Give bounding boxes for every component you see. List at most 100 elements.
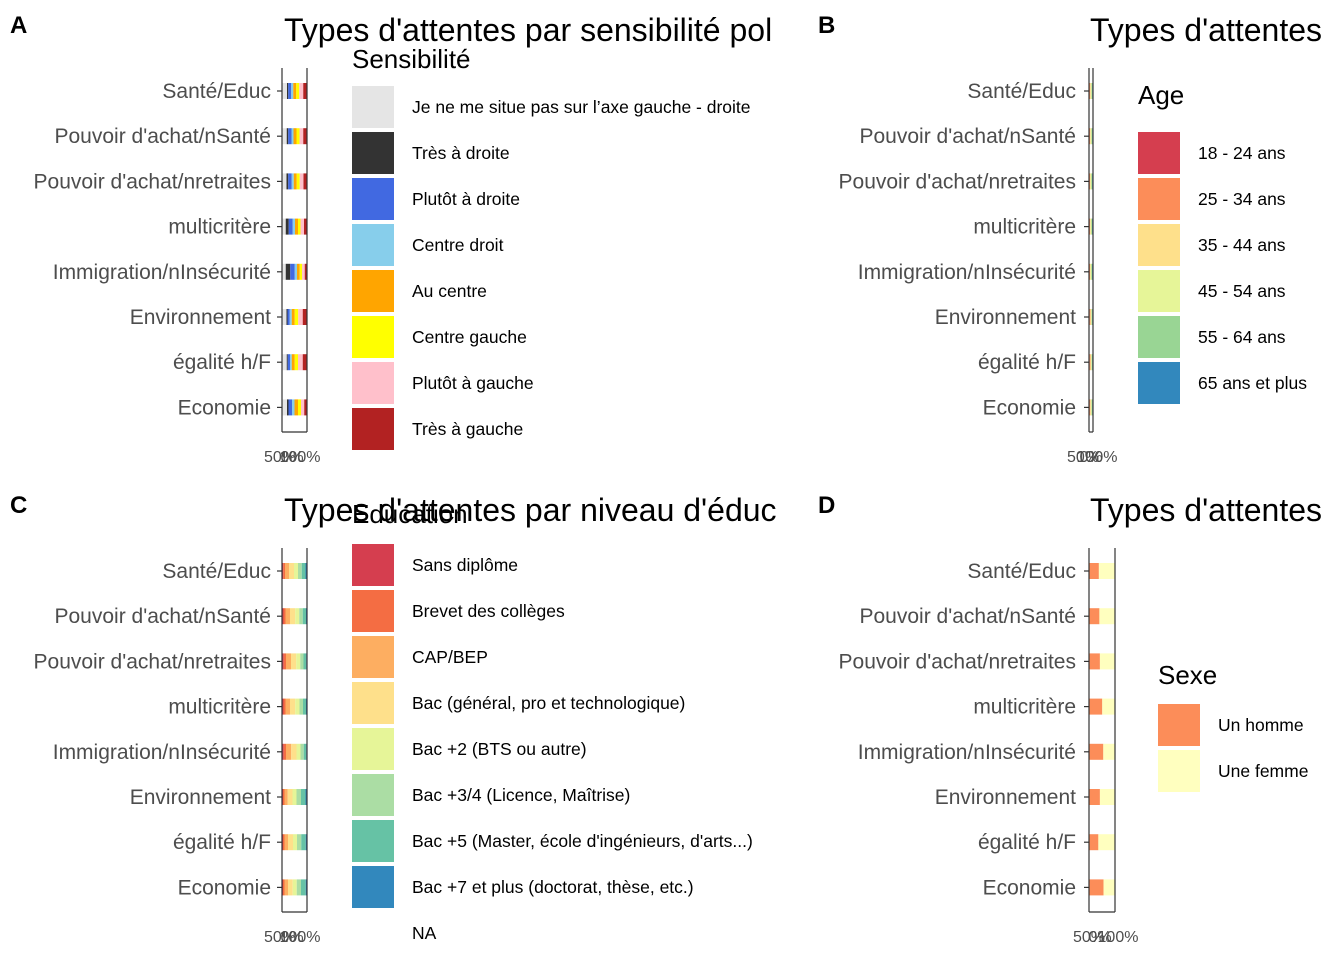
bar-segment xyxy=(283,879,285,896)
bar-segment xyxy=(299,173,304,190)
bar-segment xyxy=(287,83,289,99)
bar-segment xyxy=(1103,879,1115,896)
legend-swatch xyxy=(352,178,394,220)
y-tick-label: multicritère xyxy=(973,696,1076,719)
legend-swatch xyxy=(1138,132,1180,174)
bar-segment xyxy=(296,653,301,670)
bar-segment xyxy=(1091,218,1093,235)
bar-segment xyxy=(291,743,297,760)
legend-swatch xyxy=(352,728,394,770)
y-tick-label: Pouvoir d'achat/nretraites xyxy=(34,650,271,673)
bar-segment xyxy=(285,218,289,235)
bar-segment xyxy=(1102,698,1115,715)
panel-tag: B xyxy=(818,12,835,39)
bar-segment xyxy=(294,399,298,416)
panel-b: B Types d'attentes Santé/Educ Pouvoir d'ach… xyxy=(818,12,1322,466)
x-tick-label: 0% xyxy=(1088,929,1111,946)
x-tick-label: 0% xyxy=(280,449,303,466)
x-tick-label: 0% xyxy=(280,929,303,946)
bar-segment xyxy=(294,354,298,371)
bar-segment xyxy=(303,128,307,145)
bar-segment xyxy=(282,263,286,280)
bar-segment xyxy=(1089,309,1091,325)
bar-segment xyxy=(305,834,307,851)
bar-segment xyxy=(1099,608,1115,625)
bar-segment xyxy=(305,563,307,579)
y-tick-label: Environnement xyxy=(935,786,1076,809)
bar-segment xyxy=(282,354,287,371)
bar-segment xyxy=(302,608,306,625)
bar-segment xyxy=(299,83,304,99)
bar-segment xyxy=(1099,789,1115,805)
bar-segment xyxy=(1098,834,1115,851)
y-tick-label: multicritère xyxy=(973,216,1076,239)
bar-segment xyxy=(288,128,292,145)
bar-segment xyxy=(289,309,292,325)
bar-segment xyxy=(282,563,284,579)
bar-segment xyxy=(293,834,297,851)
bar-segment xyxy=(289,563,294,579)
legend-swatch xyxy=(1138,316,1180,358)
bar-segment xyxy=(296,128,300,145)
bar-segment xyxy=(291,83,294,99)
bar-segment xyxy=(290,698,296,715)
bar-segment xyxy=(299,128,304,145)
bar-segment xyxy=(1091,173,1093,190)
bar-segment xyxy=(282,128,287,145)
legend-title: Education xyxy=(352,499,468,529)
bar-segment xyxy=(286,743,292,760)
legend-label: Un homme xyxy=(1218,715,1304,735)
bar-segment xyxy=(291,173,294,190)
legend-label: Bac +3/4 (Licence, Maîtrise) xyxy=(412,785,630,805)
bar-segment xyxy=(1089,608,1100,625)
bar-segment xyxy=(284,789,288,805)
legend-label: CAP/BEP xyxy=(412,647,488,667)
bar-segment xyxy=(282,218,286,235)
bar-segment xyxy=(1090,83,1091,99)
bar-segment xyxy=(1091,128,1093,145)
bar-segment xyxy=(299,263,302,280)
x-tick-label: 50% xyxy=(1073,929,1105,946)
bar-segment xyxy=(290,608,296,625)
bar-segment xyxy=(295,698,300,715)
legend-swatch xyxy=(352,270,394,312)
panel-tag: C xyxy=(10,492,27,519)
bar-segment xyxy=(304,399,307,416)
bar-segment xyxy=(1090,128,1092,145)
bar-segment xyxy=(298,218,301,235)
bar-segment xyxy=(283,698,286,715)
y-tick-label: Pouvoir d'achat/nSanté xyxy=(860,605,1077,628)
legend-swatch xyxy=(352,820,394,862)
bar-segment xyxy=(294,563,298,579)
bar-segment xyxy=(305,789,307,805)
y-tick-label: Pouvoir d'achat/nretraites xyxy=(839,170,1076,193)
bar-segment xyxy=(292,789,297,805)
legend-label: NA xyxy=(412,923,437,943)
bar-segment xyxy=(298,309,303,325)
bar-segment xyxy=(291,128,294,145)
legend-swatch xyxy=(352,544,394,586)
chart-title: Types d'attentes xyxy=(1090,492,1322,528)
bar-segment xyxy=(1099,653,1115,670)
bar-segment xyxy=(302,354,307,371)
y-tick-label: Economie xyxy=(178,876,271,899)
bar-segment xyxy=(283,743,286,760)
bar-segment xyxy=(295,218,298,235)
legend-swatch xyxy=(352,408,394,450)
x-tick-label: 50% xyxy=(1067,449,1099,466)
y-tick-label: égalité h/F xyxy=(173,351,271,374)
bar-segment xyxy=(301,399,305,416)
bar-segment xyxy=(296,789,301,805)
bar-segment xyxy=(301,563,306,579)
bar-segment xyxy=(1090,263,1092,280)
legend-title: Sexe xyxy=(1158,660,1217,690)
bar-segment xyxy=(291,653,297,670)
legend-label: 25 - 34 ans xyxy=(1198,189,1286,209)
legend-swatch xyxy=(1158,750,1200,792)
chart-title: Types d'attentes par niveau d'éduc xyxy=(284,492,777,528)
bar-segment xyxy=(298,354,303,371)
bar-segment xyxy=(285,263,291,280)
bar-segment xyxy=(303,743,307,760)
bar-segment xyxy=(296,879,301,896)
bar-segment xyxy=(291,354,295,371)
